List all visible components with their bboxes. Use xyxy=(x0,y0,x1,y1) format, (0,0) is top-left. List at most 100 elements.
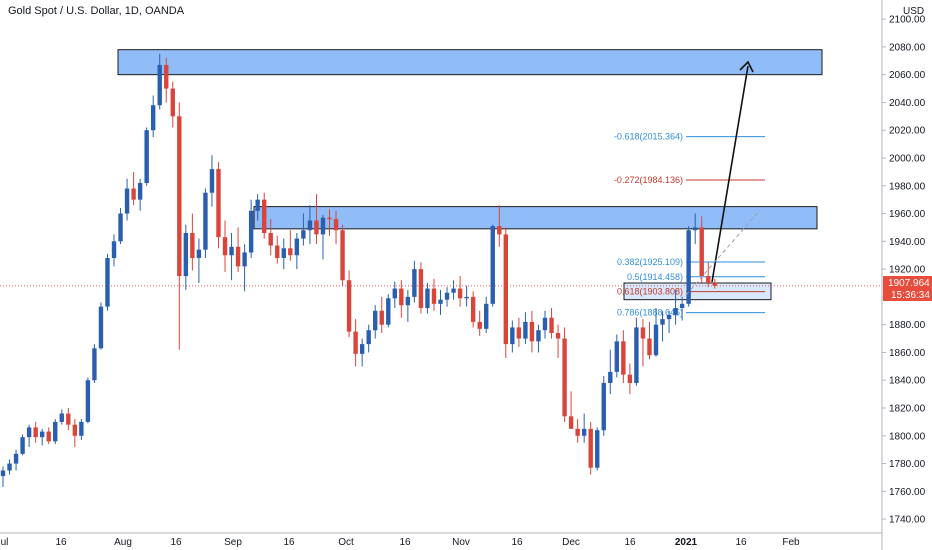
candle-body xyxy=(111,241,117,258)
candle-body xyxy=(510,327,515,345)
price-tick-label: 1980.00 xyxy=(889,181,926,192)
price-tick-label: 2080.00 xyxy=(889,42,926,53)
time-tick-label: 16 xyxy=(735,537,747,548)
candle-body xyxy=(59,413,64,422)
candle-body xyxy=(568,416,574,429)
candle-body xyxy=(562,338,567,417)
price-axis-unit: USD xyxy=(903,6,924,17)
candle-body xyxy=(307,220,313,231)
candle-body xyxy=(679,303,685,308)
candle-body xyxy=(621,341,626,375)
candle-body xyxy=(190,233,195,258)
candle-body xyxy=(33,427,38,438)
price-tick-label: 1800.00 xyxy=(889,431,926,442)
time-tick-label: Nov xyxy=(452,537,470,548)
candle-body xyxy=(39,431,45,438)
last-price-badge-text: 1907.964 xyxy=(888,278,930,289)
candle-body xyxy=(542,317,548,331)
price-tick-label: 1920.00 xyxy=(889,265,926,276)
fib-level-label: 0.382(1925.109) xyxy=(617,257,683,267)
time-tick-label: 16 xyxy=(624,537,636,548)
candle-body xyxy=(451,288,456,293)
candle-body xyxy=(373,310,378,331)
candle-body xyxy=(346,280,352,332)
candle-body xyxy=(46,431,51,442)
candle-body xyxy=(392,288,397,299)
candle-body xyxy=(203,192,208,250)
time-tick-label: 16 xyxy=(170,537,182,548)
time-tick-label: 16 xyxy=(511,537,523,548)
candle-body xyxy=(275,245,280,258)
candle-body xyxy=(262,199,267,233)
candle-body xyxy=(706,276,711,283)
candle-body xyxy=(20,437,25,454)
price-tick-label: 1880.00 xyxy=(889,320,926,331)
candle-body xyxy=(647,338,652,356)
candle-body xyxy=(0,470,6,477)
candles-layer xyxy=(0,53,717,488)
price-tick-label: 1740.00 xyxy=(889,515,926,526)
time-tick-label: Feb xyxy=(782,537,800,548)
countdown-badge xyxy=(883,289,932,301)
fib-level-label: 0.786(1888.645) xyxy=(617,308,683,318)
candle-body xyxy=(477,321,482,329)
candle-body xyxy=(13,453,19,464)
candle-body xyxy=(150,105,156,131)
candle-body xyxy=(699,227,704,277)
time-tick-label: Oct xyxy=(338,537,354,548)
candle-body xyxy=(196,249,202,258)
candle-body xyxy=(105,258,110,307)
candle-body xyxy=(614,341,620,372)
candle-body xyxy=(7,463,12,471)
candle-body xyxy=(555,333,561,339)
candle-body xyxy=(529,321,535,342)
candle-body xyxy=(131,188,136,200)
time-tick-label: Jul xyxy=(0,537,8,548)
candle-body xyxy=(137,183,143,200)
price-tick-label: 1960.00 xyxy=(889,209,926,220)
candle-body xyxy=(464,296,469,299)
candle-body xyxy=(673,308,678,315)
time-tick-label: 16 xyxy=(55,537,67,548)
candle-body xyxy=(601,383,606,431)
chart-pane-background xyxy=(0,0,882,550)
badge-layer: 1907.964 15:36:34 xyxy=(883,276,932,301)
candle-body xyxy=(359,344,365,354)
candle-body xyxy=(405,296,411,306)
candle-body xyxy=(588,428,593,468)
candle-body xyxy=(327,217,332,220)
time-tick-label: Sep xyxy=(224,537,242,548)
candle-body xyxy=(366,330,371,345)
candle-body xyxy=(92,348,97,381)
price-tick-label: 2060.00 xyxy=(889,70,926,81)
candle-body xyxy=(523,321,528,339)
candle-body xyxy=(484,303,489,329)
candle-body xyxy=(144,130,149,183)
candle-body xyxy=(216,169,221,238)
countdown-badge-text: 15:36:34 xyxy=(891,290,930,301)
price-tick-label: 2100.00 xyxy=(889,15,926,26)
fib-level-label: -0.618(2015.364) xyxy=(614,132,683,142)
candle-body xyxy=(26,427,32,438)
candle-body xyxy=(242,252,247,267)
price-axis-background[interactable] xyxy=(882,0,932,550)
candle-body xyxy=(412,269,417,297)
candle-body xyxy=(85,380,91,422)
fib-layer: -0.618(2015.364) -0.272(1984.136) 0.382(19… xyxy=(614,132,765,318)
candle-body xyxy=(634,327,639,383)
candle-body xyxy=(157,64,162,106)
candle-body xyxy=(124,188,130,214)
candle-body xyxy=(164,64,169,89)
candle-body xyxy=(301,230,306,239)
candle-body xyxy=(248,210,254,253)
time-axis-ticks: Jul 16 Aug 16 Sep 16 Oct 16 Nov 16 Dec 16 2021 16 Feb xyxy=(0,537,800,548)
candle-body xyxy=(255,199,260,211)
fib-level-label: 0.5(1914.458) xyxy=(627,272,683,282)
candle-body xyxy=(379,310,384,325)
candle-body xyxy=(549,317,554,333)
candle-body xyxy=(268,233,273,246)
candle-body xyxy=(503,234,509,345)
candle-body xyxy=(177,116,182,277)
last-price-badge xyxy=(883,276,932,289)
